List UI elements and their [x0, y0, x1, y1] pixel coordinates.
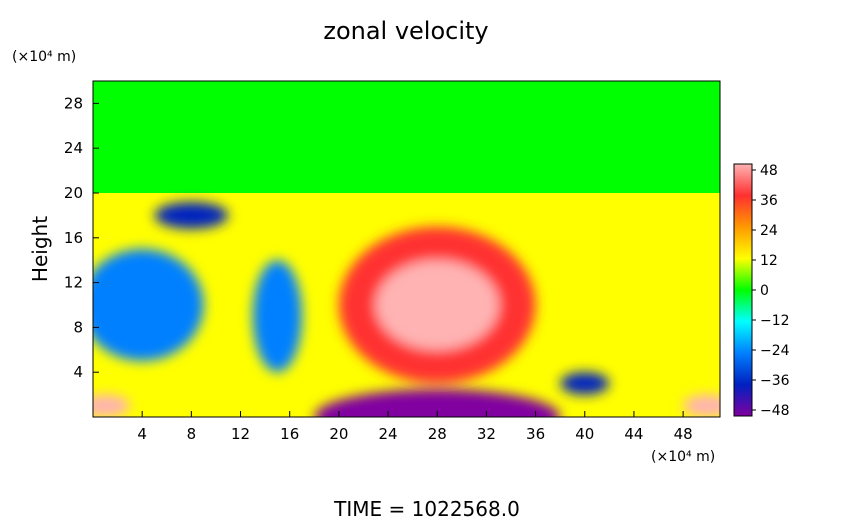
field-feature — [683, 394, 720, 417]
x-tick-label: 16 — [280, 425, 299, 443]
y-unit-label: (×10⁴ m) — [12, 49, 76, 65]
x-tick-label: 36 — [526, 425, 545, 443]
y-tick-label: 20 — [64, 184, 83, 202]
y-tick-label: 28 — [64, 94, 83, 112]
x-unit-label: (×10⁴ m) — [651, 449, 715, 465]
heatmap-field — [93, 81, 720, 417]
y-tick-label: 8 — [73, 318, 83, 336]
x-tick-label: 44 — [624, 425, 643, 443]
colorbar-tick-label: 48 — [760, 163, 778, 179]
x-tick-label: 48 — [674, 425, 693, 443]
field-feature — [252, 260, 302, 373]
y-tick-label: 16 — [64, 229, 83, 247]
x-tick-label: 8 — [187, 425, 197, 443]
x-tick-label: 40 — [575, 425, 594, 443]
y-tick-label: 24 — [64, 139, 83, 157]
colorbar-tick-label: 36 — [760, 193, 778, 209]
colorbar-tick-label: −48 — [760, 403, 790, 419]
x-tick-label: 12 — [231, 425, 250, 443]
y-tick-label: 12 — [64, 274, 83, 292]
colorbar-tick-label: −12 — [760, 313, 790, 329]
x-tick-label: 32 — [477, 425, 496, 443]
field-feature — [375, 260, 499, 350]
colorbar-ticks: 48 36 24 12 0 −12 −24 −36 −48 — [752, 163, 790, 419]
colorbar-tick-label: −36 — [760, 373, 790, 389]
x-tick-label: 4 — [137, 425, 147, 443]
colorbar-tick-label: 24 — [760, 223, 778, 239]
field-feature — [154, 201, 229, 229]
x-tick-label: 28 — [428, 425, 447, 443]
field-features — [93, 201, 720, 417]
y-tick-label: 4 — [73, 363, 83, 381]
colorbar — [733, 163, 753, 417]
field-feature — [93, 394, 130, 417]
y-axis-label: Height — [28, 216, 52, 282]
colorbar-tick-label: −24 — [760, 343, 790, 359]
x-axis: 4 8 12 16 20 24 28 32 36 40 44 48 — [137, 411, 693, 443]
colorbar-tick-label: 0 — [760, 283, 769, 299]
chart-title: zonal velocity — [323, 17, 488, 45]
x-tick-label: 24 — [379, 425, 398, 443]
time-footer: TIME = 1022568.0 — [333, 497, 520, 519]
field-feature — [93, 249, 204, 361]
plot-frame — [92, 80, 721, 418]
y-axis: 4 8 12 16 20 24 28 — [64, 94, 99, 381]
field-upper-region — [93, 81, 720, 193]
field-feature — [314, 389, 561, 417]
x-tick-label: 20 — [329, 425, 348, 443]
colorbar-tick-label: 12 — [760, 253, 778, 269]
field-feature — [560, 372, 610, 395]
